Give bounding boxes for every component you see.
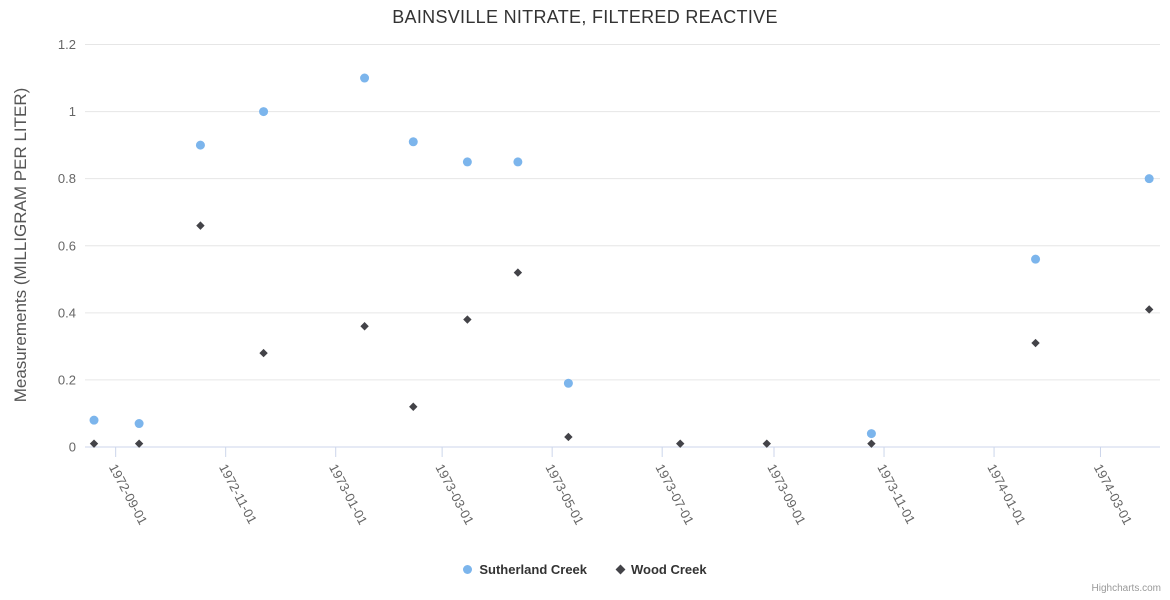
legend-item-sutherland-creek[interactable]: Sutherland Creek: [463, 562, 587, 577]
x-tick-label: 1973-11-01: [874, 461, 918, 526]
x-tick-label: 1973-05-01: [543, 461, 587, 527]
data-point-wood-creek[interactable]: [360, 322, 369, 331]
data-point-sutherland-creek[interactable]: [1144, 174, 1154, 184]
y-tick-label: 1: [69, 104, 76, 119]
y-tick-label: 0: [69, 440, 76, 455]
data-point-wood-creek[interactable]: [1031, 338, 1040, 348]
data-point-wood-creek[interactable]: [513, 268, 523, 277]
data-point-sutherland-creek[interactable]: [866, 429, 876, 439]
y-tick-label: 1.2: [58, 37, 76, 52]
data-point-sutherland-creek[interactable]: [1031, 254, 1041, 264]
data-point-wood-creek[interactable]: [134, 439, 144, 448]
data-point-sutherland-creek[interactable]: [89, 415, 99, 425]
data-point-sutherland-creek[interactable]: [360, 73, 370, 83]
data-point-sutherland-creek[interactable]: [513, 157, 523, 167]
legend-label: Sutherland Creek: [479, 562, 588, 577]
y-tick-label: 0.2: [58, 372, 76, 387]
data-point-wood-creek[interactable]: [762, 439, 771, 448]
x-tick-label: 1973-09-01: [764, 461, 808, 527]
x-tick-label: 1973-03-01: [432, 461, 476, 527]
data-point-wood-creek[interactable]: [564, 432, 573, 442]
x-tick-label: 1973-01-01: [326, 461, 370, 527]
x-tick-label: 1972-11-01: [216, 461, 260, 526]
data-point-wood-creek[interactable]: [259, 348, 268, 358]
data-point-wood-creek[interactable]: [196, 221, 205, 230]
data-point-wood-creek[interactable]: [867, 439, 876, 448]
legend-label: Wood Creek: [631, 562, 707, 577]
y-tick-label: 0.6: [58, 238, 76, 253]
diamond-marker-icon: [615, 564, 626, 575]
x-tick-label: 1974-01-01: [984, 461, 1028, 527]
legend-item-wood-creek[interactable]: Wood Creek: [615, 562, 707, 577]
x-tick-label: 1973-07-01: [653, 461, 697, 527]
data-point-wood-creek[interactable]: [1144, 305, 1154, 314]
data-point-sutherland-creek[interactable]: [195, 140, 205, 150]
y-tick-label: 0.4: [58, 305, 76, 320]
data-point-wood-creek[interactable]: [463, 315, 472, 324]
circle-marker-icon: [463, 565, 473, 574]
data-point-wood-creek[interactable]: [676, 439, 685, 448]
x-tick-label: 1974-03-01: [1091, 461, 1135, 527]
x-tick-label: 1972-09-01: [106, 461, 150, 527]
data-point-wood-creek[interactable]: [409, 402, 418, 411]
chart-title: BAINSVILLE NITRATE, FILTERED REACTIVE: [392, 7, 778, 27]
data-point-wood-creek[interactable]: [89, 439, 99, 448]
y-tick-label: 0.8: [58, 171, 76, 186]
data-point-sutherland-creek[interactable]: [259, 107, 269, 117]
legend: Sutherland Creek Wood Creek: [0, 562, 1170, 577]
data-point-sutherland-creek[interactable]: [408, 137, 418, 147]
highcharts-credits-link[interactable]: Highcharts.com: [1091, 583, 1161, 594]
data-point-sutherland-creek[interactable]: [462, 157, 472, 167]
data-point-sutherland-creek[interactable]: [563, 378, 573, 388]
data-point-sutherland-creek[interactable]: [134, 419, 144, 429]
